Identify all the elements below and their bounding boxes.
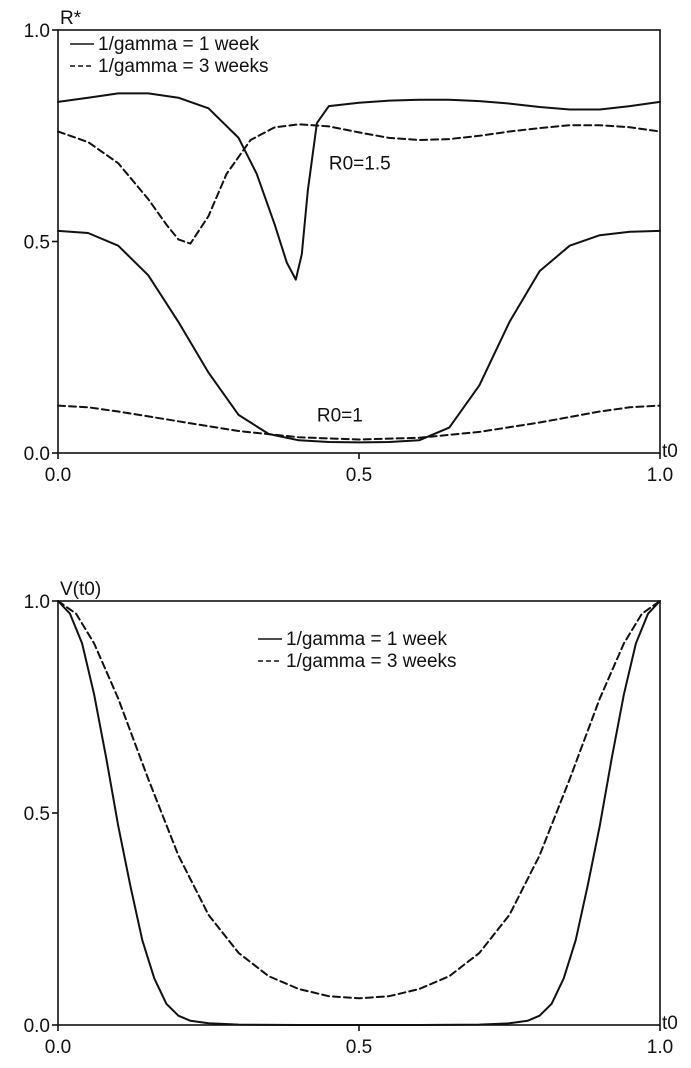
y-axis-label: V(t0) bbox=[60, 579, 101, 600]
x-tick-label: 0.0 bbox=[45, 1037, 71, 1058]
chart-r-star: 0.0 0.5 1.0 0.0 0.5 1.0 R* t0 1/gamma = 1 week1/… bbox=[24, 8, 678, 486]
x-tick-label: 1.0 bbox=[647, 1037, 673, 1058]
x-axis-label: t0 bbox=[662, 441, 678, 462]
curve-annotation: R0=1 bbox=[317, 405, 363, 426]
y-axis-label: R* bbox=[60, 8, 82, 29]
y-tick-label: 0.0 bbox=[24, 444, 50, 465]
y-tick-label: 1.0 bbox=[24, 592, 50, 613]
legend-label: 1/gamma = 1 week bbox=[286, 629, 448, 650]
x-axis-label: t0 bbox=[662, 1013, 678, 1034]
legend-label: 1/gamma = 3 weeks bbox=[286, 651, 457, 672]
y-tick-label: 0.0 bbox=[24, 1016, 50, 1037]
series-line-dashed bbox=[57, 600, 661, 1000]
series-line-solid bbox=[57, 600, 661, 1026]
chart-v-t0: 0.0 0.5 1.0 0.0 0.5 1.0 V(t0) t0 1/gamma = 1 wee… bbox=[24, 579, 678, 1058]
series-line-solid bbox=[57, 229, 661, 444]
legend-label: 1/gamma = 1 week bbox=[98, 34, 260, 55]
x-tick-label: 0.5 bbox=[346, 1037, 372, 1058]
y-tick-label: 1.0 bbox=[24, 21, 50, 42]
series-line-dashed bbox=[57, 404, 661, 441]
y-tick-label: 0.5 bbox=[24, 804, 50, 825]
x-tick-label: 0.5 bbox=[346, 465, 372, 486]
series-line-solid bbox=[57, 92, 661, 281]
x-tick-label: 0.0 bbox=[45, 465, 71, 486]
series-line-dashed bbox=[57, 123, 661, 245]
y-tick-label: 0.5 bbox=[24, 233, 50, 254]
curve-annotation: R0=1.5 bbox=[329, 154, 391, 175]
legend-label: 1/gamma = 3 weeks bbox=[98, 56, 269, 77]
x-tick-label: 1.0 bbox=[647, 465, 673, 486]
